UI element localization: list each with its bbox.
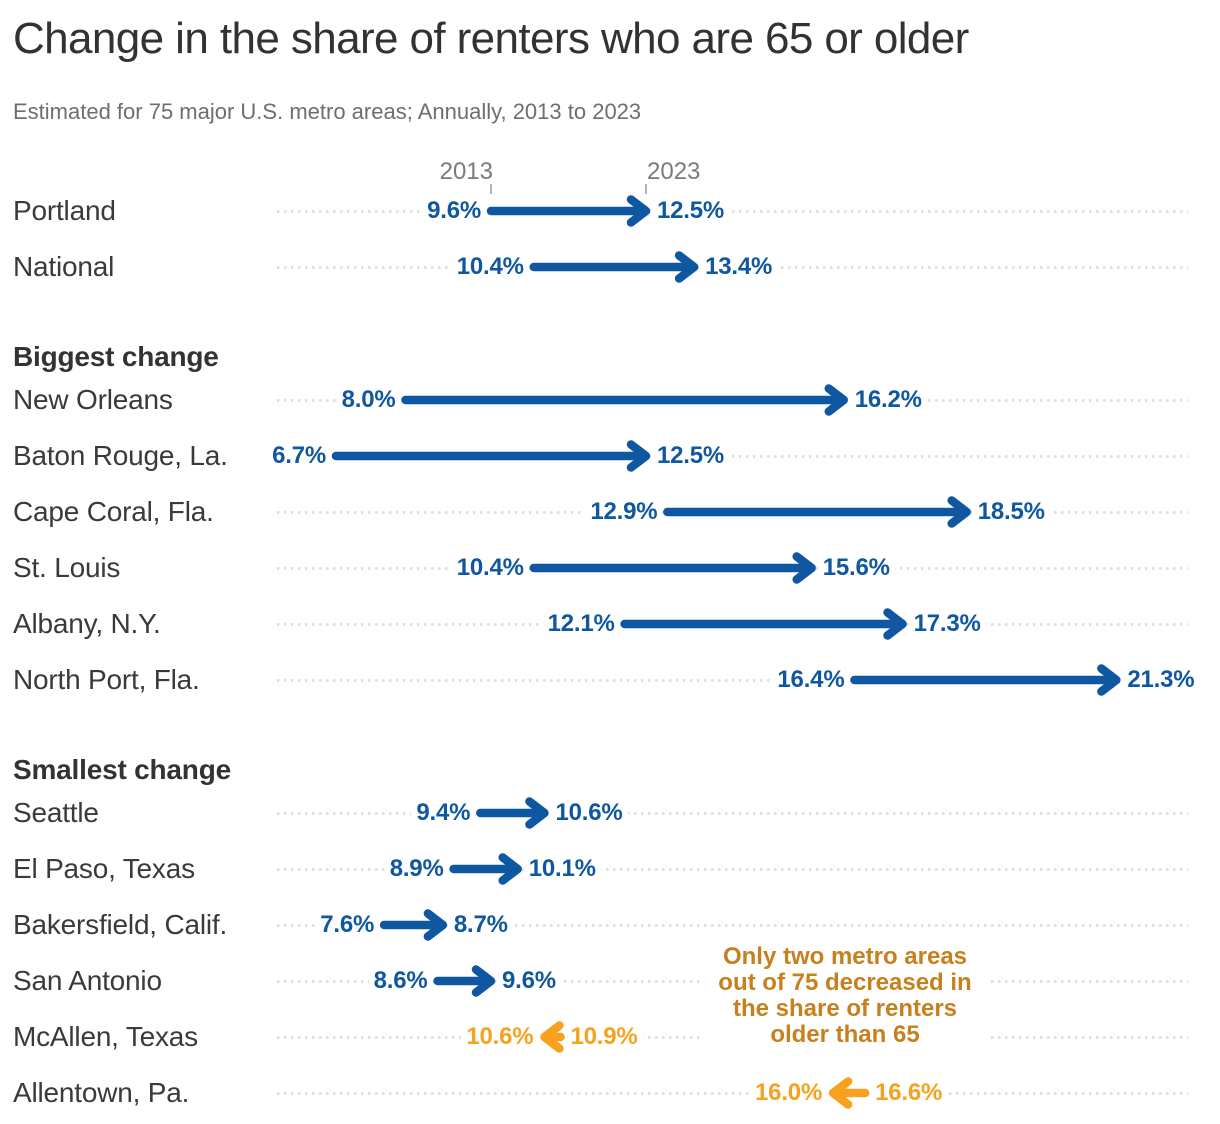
chart-title: Change in the share of renters who are 6… [13, 14, 969, 63]
row-city-label: Seattle [13, 797, 99, 828]
end-value-label: 10.6% [461, 1023, 539, 1051]
decrease-annotation: Only two metro areas out of 75 decreased … [700, 944, 990, 1048]
row-city-label: Albany, N.Y. [13, 608, 161, 639]
row-leader-line [277, 812, 1188, 815]
end-value-label: 21.3% [1122, 666, 1200, 694]
decrease-annotation-line: older than 65 [770, 1021, 920, 1048]
row-city-label: San Antonio [13, 965, 162, 996]
decrease-annotation-line: Only two metro areas [722, 943, 968, 970]
end-value-label: 10.1% [523, 855, 601, 883]
axis-tick-end [645, 184, 647, 194]
row-city-label: Portland [13, 195, 116, 226]
row-leader-line [277, 455, 1188, 458]
end-value-label: 13.4% [700, 253, 778, 281]
row-leader-line [277, 679, 1188, 682]
row-leader-line [277, 868, 1188, 871]
start-value-label: 16.6% [870, 1079, 948, 1107]
row-city-label: El Paso, Texas [13, 853, 195, 884]
start-value-label: 16.4% [772, 666, 850, 694]
end-value-label: 16.2% [849, 386, 927, 414]
start-value-label: 12.1% [542, 610, 620, 638]
end-value-label: 15.6% [817, 554, 895, 582]
row-city-label: Bakersfield, Calif. [13, 909, 228, 940]
start-value-label: 9.4% [411, 799, 476, 827]
row-leader-line [277, 210, 1188, 213]
end-value-label: 18.5% [972, 498, 1050, 526]
end-value-label: 8.7% [448, 911, 513, 939]
chart-subtitle: Estimated for 75 major U.S. metro areas;… [13, 99, 642, 124]
start-value-label: 9.6% [422, 197, 486, 225]
end-value-label: 10.6% [550, 799, 628, 827]
row-leader-line [277, 567, 1188, 570]
start-value-label: 10.4% [451, 554, 529, 582]
start-value-label: 12.9% [585, 498, 663, 526]
row-city-label: Allentown, Pa. [13, 1077, 190, 1108]
start-value-label: 10.9% [565, 1023, 643, 1051]
start-value-label: 10.4% [451, 253, 529, 281]
start-value-label: 8.0% [336, 386, 401, 414]
row-city-label: National [13, 251, 115, 282]
group-heading: Smallest change [13, 754, 231, 785]
axis-year-start-label: 2013 [439, 158, 493, 185]
decrease-annotation-line: the share of renters [732, 995, 958, 1022]
start-value-label: 7.6% [315, 911, 380, 939]
row-leader-line [277, 1092, 1188, 1095]
end-value-label: 9.6% [497, 967, 561, 995]
row-city-label: North Port, Fla. [13, 664, 200, 695]
end-value-label: 16.0% [750, 1079, 828, 1107]
start-value-label: 8.6% [368, 967, 433, 995]
row-leader-line [277, 623, 1188, 626]
row-leader-line [277, 511, 1188, 514]
row-city-label: McAllen, Texas [13, 1021, 198, 1052]
axis-tick-start [490, 184, 492, 194]
row-city-label: Cape Coral, Fla. [13, 496, 214, 527]
row-leader-line [277, 399, 1188, 402]
row-leader-line [277, 924, 1188, 927]
group-heading: Biggest change [13, 341, 219, 372]
start-value-label: 6.7% [267, 442, 331, 470]
row-city-label: New Orleans [13, 384, 173, 415]
axis-year-end-label: 2023 [647, 158, 701, 185]
row-city-label: Baton Rouge, La. [13, 440, 228, 471]
row-city-label: St. Louis [13, 552, 121, 583]
end-value-label: 12.5% [652, 442, 730, 470]
decrease-annotation-line: out of 75 decreased in [718, 969, 972, 996]
end-value-label: 12.5% [652, 197, 730, 225]
end-value-label: 17.3% [908, 610, 986, 638]
start-value-label: 8.9% [384, 855, 449, 883]
